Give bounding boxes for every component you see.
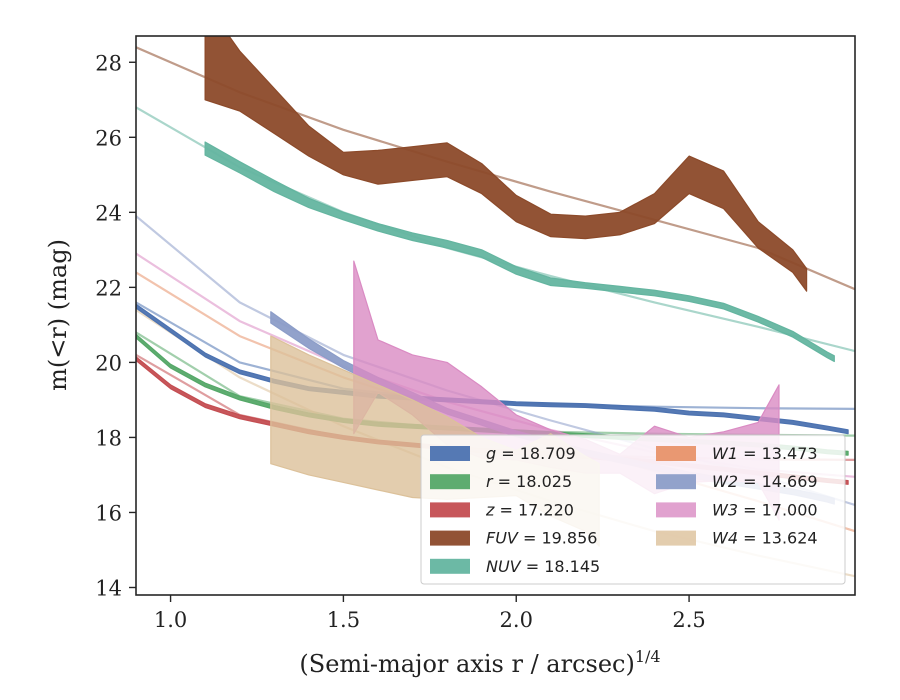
- legend-value: = 17.000: [738, 500, 818, 519]
- legend-swatch-fuv: [430, 530, 470, 546]
- legend-swatch-w3: [656, 502, 696, 518]
- legend-band-name: W3: [712, 500, 738, 519]
- legend-value: = 17.220: [494, 500, 574, 519]
- legend-value: = 13.473: [738, 444, 818, 463]
- y-tick-label: 24: [95, 201, 122, 225]
- x-axis-title: (Semi-major axis r / arcsec)1/4: [299, 647, 660, 678]
- legend-band-name: g: [486, 444, 496, 463]
- legend-band-name: FUV: [486, 529, 519, 548]
- y-axis: 14 16 18 20 22 24 26 28: [95, 51, 136, 600]
- legend-label-r: r = 18.025: [486, 472, 572, 491]
- x-axis: 1.0 1.5 2.0 2.5: [154, 595, 706, 632]
- y-tick-label: 18: [95, 426, 122, 450]
- band-fuv: [204, 36, 808, 292]
- x-axis-title-power: 1/4: [635, 647, 661, 666]
- legend-swatch-nuv: [430, 558, 470, 574]
- legend-value: = 18.025: [493, 472, 573, 491]
- y-tick-label: 22: [95, 276, 122, 300]
- legend-label-w4: W4 = 13.624: [712, 529, 818, 548]
- y-tick-label: 20: [95, 351, 122, 375]
- plot-frame: [135, 35, 856, 596]
- legend-label-w3: W3 = 17.000: [712, 500, 818, 519]
- legend-value: = 19.856: [518, 529, 598, 548]
- y-axis-title: m(<r) (mag): [44, 239, 72, 391]
- legend-swatch-w1: [656, 446, 696, 461]
- legend-band-name: W2: [712, 472, 738, 491]
- legend-label-w1: W1 = 13.473: [712, 444, 818, 463]
- legend-value: = 14.669: [738, 472, 818, 491]
- legend-band-name: z: [485, 500, 495, 519]
- legend-band-name: W4: [712, 529, 738, 548]
- legend-band-name: NUV: [486, 557, 522, 576]
- legend-band-name: r: [486, 472, 494, 491]
- x-tick-label: 2.5: [672, 608, 705, 632]
- legend-label-g: g = 18.709: [486, 444, 576, 463]
- y-tick-label: 14: [95, 576, 122, 600]
- legend-swatch-r: [430, 474, 470, 490]
- x-tick-label: 1.0: [154, 608, 187, 632]
- x-tick-label: 2.0: [500, 608, 533, 632]
- legend-value: = 18.709: [496, 444, 576, 463]
- legend-value: = 18.145: [521, 557, 601, 576]
- legend-label-z: z = 17.220: [485, 500, 574, 519]
- legend-label-fuv: FUV = 19.856: [486, 529, 597, 548]
- legend-label-w2: W2 = 14.669: [712, 472, 818, 491]
- y-tick-label: 28: [95, 51, 122, 75]
- legend-frame: [420, 434, 846, 585]
- legend-swatch-w2: [656, 474, 696, 490]
- legend-band-name: W1: [712, 444, 738, 463]
- legend-swatch-w4: [656, 530, 696, 546]
- x-axis-title-text: (Semi-major axis r / arcsec): [299, 650, 634, 678]
- legend-label-nuv: NUV = 18.145: [486, 557, 600, 576]
- legend-value: = 13.624: [738, 529, 818, 548]
- legend-swatch-g: [430, 446, 470, 461]
- legend-swatch-z: [430, 502, 470, 518]
- band-nuv: [204, 141, 835, 363]
- x-tick-label: 1.5: [327, 608, 360, 632]
- y-tick-label: 26: [95, 126, 122, 150]
- y-tick-label: 16: [95, 501, 122, 525]
